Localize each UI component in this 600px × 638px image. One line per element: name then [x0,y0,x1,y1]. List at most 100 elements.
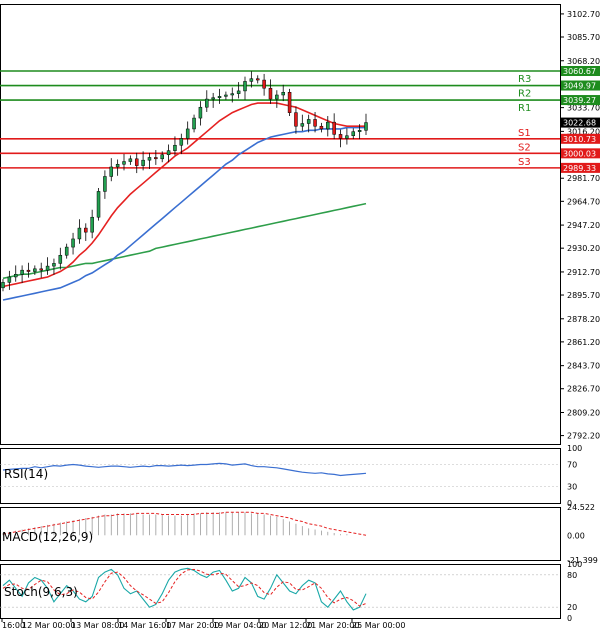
candle-up [173,144,177,151]
price-tick-label: 3033.70 [567,104,600,113]
candle-up [230,93,235,96]
price-tick-label: 2861.20 [567,338,600,347]
candle-down [294,112,298,127]
candle-up [52,263,56,267]
level-price-tag-bg [561,133,600,144]
candle-up [103,176,107,192]
stoch-panel: 100 80 20 0 Stoch(9,6,3) [0,560,582,623]
level-price-tag-bg [561,148,600,159]
rsi-panel-frame [0,448,561,504]
macd-tick-label: -21.399 [567,556,598,565]
macd-label: MACD(12,26,9) [2,530,93,544]
last-price-tag: 3022.68 [563,119,596,128]
candle-up [345,135,349,139]
candle-up [166,150,171,155]
rsi-tick-label: 0 [567,499,572,508]
time-tick-label: 12 Mar 00:00 [22,621,75,630]
candle-up [1,282,5,289]
stoch-label: Stoch(9,6,3) [4,585,78,599]
candle-down [268,87,273,100]
candle-down [313,119,317,127]
candle-down [26,269,31,272]
candle-down [332,121,336,135]
price-panel-frame [0,4,561,445]
price-tick-label: 2826.70 [567,385,600,394]
candle-up [77,227,82,240]
pivot-level-label: S1 [518,128,531,139]
candle-up [20,269,24,275]
time-tick-label: 21 Mar 20:00 [306,621,359,630]
price-tick-label: 3085.70 [567,33,600,42]
candle-down [39,268,43,271]
level-price-tag-bg [561,95,600,106]
price-tick-label: 2792.20 [567,432,600,441]
level-price-tag-bg [561,65,600,76]
price-tick-label: 2809.20 [567,408,600,417]
candle-up [160,154,164,160]
price-panel: 3102.703085.703068.203051.203033.703016.… [0,4,600,445]
price-tick-label: 2947.20 [567,221,600,230]
level-price-tag: 3000.03 [563,149,596,158]
candle-up [236,90,241,94]
macd-panel: 24.522 0.00 -21.399 MACD(12,26,9) [0,503,598,565]
ema-mid-line [2,126,366,301]
candle-up [122,161,126,165]
rsi-line [2,462,367,477]
rsi-tick-label: 100 [567,444,582,453]
candle-up [13,273,18,278]
level-price-tag-bg [561,80,600,91]
time-tick-label: 20 Mar 12:00 [259,621,312,630]
time-tick-label: 13 Mar 08:00 [71,621,124,630]
time-tick-label: 17 Mar 20:00 [166,621,219,630]
macd-panel-frame [0,507,561,561]
candle-up [217,96,222,98]
candle-up [249,78,254,82]
price-tick-label: 3016.20 [567,127,600,136]
stoch-tick-label: 100 [567,560,582,569]
price-tick-label: 2843.70 [567,362,600,371]
price-tick-label: 3068.20 [567,57,600,66]
candle-up [185,128,190,139]
price-tick-label: 2964.70 [567,197,600,206]
candle-up [33,268,37,272]
time-tick-label: 19 Mar 04:00 [213,621,266,630]
stoch-tick-label: 80 [567,571,577,580]
candle-up [115,163,120,168]
candle-up [109,166,114,177]
candle-up [141,159,145,166]
macd-tick-label: 24.522 [567,503,595,512]
pivot-level-label: R3 [518,74,531,85]
candle-up [306,119,311,124]
price-tick-label: 2930.20 [567,244,600,253]
candle-down [338,134,343,139]
candle-up [205,98,209,108]
stoch-tick-label: 0 [567,614,572,623]
stoch-panel-frame [0,564,561,619]
time-tick-label: 25 Mar 00:00 [352,621,405,630]
candle-down [154,157,158,160]
candle-up [281,92,285,96]
candle-up [275,94,279,100]
candle-up [147,157,152,161]
pivot-level-label: S3 [518,157,531,168]
stoch-tick-label: 20 [567,603,577,612]
level-price-tag-bg [561,162,600,173]
candle-down [134,158,139,166]
pivot-level-label: R2 [518,89,531,100]
candle-up [96,191,101,218]
candle-up [58,254,63,264]
price-tick-label: 2912.70 [567,268,600,277]
candle-down [262,79,266,89]
time-tick-label: 16:00 [2,621,25,630]
stoch-k-line [2,567,367,611]
candle-up [243,81,247,92]
candle-up [211,97,215,100]
price-tick-label: 2895.70 [567,291,600,300]
rsi-tick-label: 30 [567,483,577,492]
time-tick-label: 14 Mar 16:00 [118,621,171,630]
rsi-label: RSI(14) [4,467,48,481]
